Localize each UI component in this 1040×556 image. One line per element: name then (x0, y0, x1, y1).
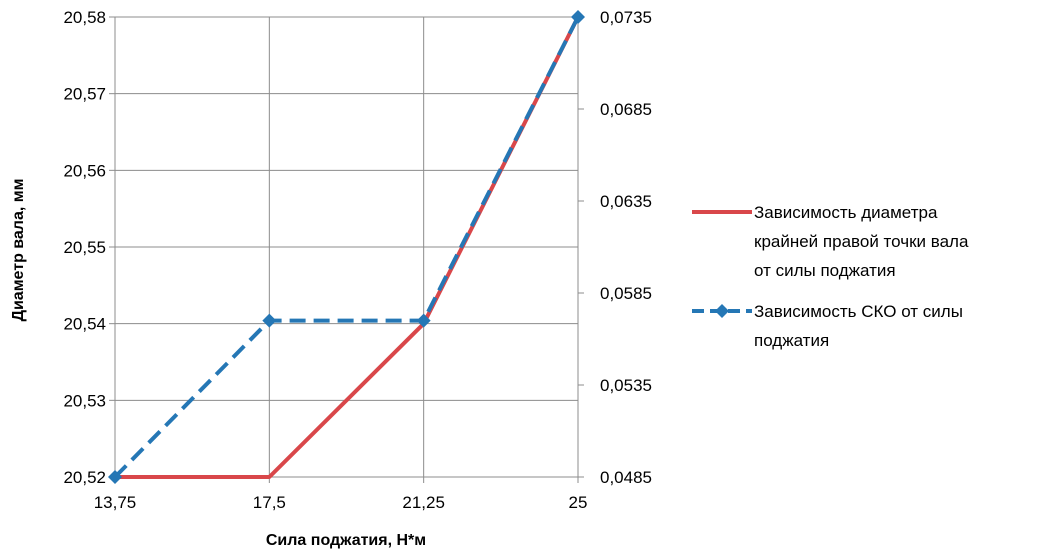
legend-item-diameter: Зависимость диаметра крайней правой точк… (690, 198, 1034, 285)
legend-label-line: поджатия (754, 331, 830, 350)
legend-label-line: Зависимость СКО от силы (754, 302, 963, 321)
y-tick-label: 20,58 (63, 8, 106, 27)
y2-axis-ticks: 0,0485 0,0535 0,0585 0,0635 0,0685 0,0735 (578, 8, 652, 487)
y2-tick-label: 0,0585 (600, 284, 652, 303)
y-tick-label: 20,54 (63, 315, 106, 334)
x-axis-ticks: 13,75 17,5 21,25 25 (94, 477, 588, 512)
y2-tick-label: 0,0685 (600, 100, 652, 119)
sko-data-point (571, 10, 585, 24)
legend-item-sko: Зависимость СКО от силы поджатия (690, 297, 1034, 355)
y-axis-ticks: 20,52 20,53 20,54 20,55 20,56 20,57 20,58 (63, 8, 115, 487)
y-tick-label: 20,52 (63, 468, 106, 487)
y-tick-label: 20,56 (63, 161, 106, 180)
legend-label-line: от силы поджатия (754, 261, 896, 280)
sko-data-point (262, 313, 277, 328)
y2-tick-label: 0,0735 (600, 8, 652, 27)
x-tick-label: 17,5 (253, 493, 286, 512)
y-tick-label: 20,55 (63, 238, 106, 257)
y-tick-label: 20,57 (63, 85, 106, 104)
sko-data-point (416, 313, 431, 328)
y-axis-title: Диаметр вала, мм (10, 179, 27, 322)
series-layer (108, 10, 585, 484)
x-tick-label: 25 (569, 493, 588, 512)
legend-label-diameter: Зависимость диаметра крайней правой точк… (754, 198, 1034, 285)
x-axis-title: Сила поджатия, Н*м (266, 532, 426, 549)
legend-label-line: крайней правой точки вала (754, 232, 969, 251)
y2-tick-label: 0,0535 (600, 376, 652, 395)
y-tick-label: 20,53 (63, 391, 106, 410)
legend-swatch-sko (692, 304, 752, 318)
series-line-sko (113, 16, 580, 479)
x-tick-label: 21,25 (402, 493, 445, 512)
legend-label-sko: Зависимость СКО от силы поджатия (754, 297, 1034, 355)
sko-data-point (108, 470, 122, 484)
y2-tick-label: 0,0485 (600, 468, 652, 487)
legend-swatch-diameter (692, 210, 752, 214)
y2-tick-label: 0,0635 (600, 192, 652, 211)
legend-label-line: Зависимость диаметра (754, 203, 938, 222)
x-tick-label: 13,75 (94, 493, 137, 512)
